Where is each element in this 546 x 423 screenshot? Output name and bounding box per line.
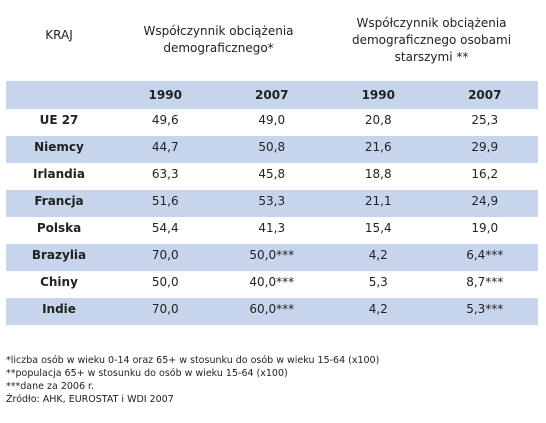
value-cell: 50,0 — [112, 272, 219, 299]
value-cell: 4,2 — [325, 245, 432, 272]
value-cell: 18,8 — [325, 164, 432, 191]
country-cell: Niemcy — [6, 137, 112, 164]
demographic-table: KRAJ Współczynnik obciążenia demograficz… — [6, 0, 539, 326]
value-cell: 19,0 — [431, 218, 539, 245]
years-row-blank — [6, 80, 112, 110]
header-dependency-ratio: Współczynnik obciążenia demograficznego* — [112, 0, 326, 80]
table-row: Brazylia 70,0 50,0*** 4,2 6,4*** — [6, 245, 539, 272]
table-row: Niemcy 44,7 50,8 21,6 29,9 — [6, 137, 539, 164]
value-cell: 21,6 — [325, 137, 432, 164]
year-cell: 2007 — [431, 80, 539, 110]
value-cell: 49,6 — [112, 110, 219, 137]
footnote-dependency: *liczba osób w wieku 0-14 oraz 65+ w sto… — [6, 355, 380, 366]
value-cell: 49,0 — [218, 110, 326, 137]
country-cell: Irlandia — [6, 164, 112, 191]
source-note: Źródło: AHK, EUROSTAT i WDI 2007 — [6, 394, 174, 405]
year-cell: 2007 — [218, 80, 326, 110]
value-cell: 5,3*** — [431, 299, 539, 326]
country-cell: Chiny — [6, 272, 112, 299]
value-cell: 16,2 — [431, 164, 539, 191]
value-cell: 4,2 — [325, 299, 432, 326]
header-country: KRAJ — [6, 0, 112, 80]
value-cell: 50,0*** — [218, 245, 326, 272]
value-cell: 40,0*** — [218, 272, 326, 299]
value-cell: 21,1 — [325, 191, 432, 218]
table-row: Polska 54,4 41,3 15,4 19,0 — [6, 218, 539, 245]
footnotes: *liczba osób w wieku 0-14 oraz 65+ w sto… — [6, 354, 379, 406]
value-cell: 60,0*** — [218, 299, 326, 326]
table-row: Indie 70,0 60,0*** 4,2 5,3*** — [6, 299, 539, 326]
table-row: Francja 51,6 53,3 21,1 24,9 — [6, 191, 539, 218]
year-cell: 1990 — [112, 80, 219, 110]
value-cell: 50,8 — [218, 137, 326, 164]
value-cell: 8,7*** — [431, 272, 539, 299]
table-row: Irlandia 63,3 45,8 18,8 16,2 — [6, 164, 539, 191]
years-row: 1990 2007 1990 2007 — [6, 80, 539, 110]
value-cell: 29,9 — [431, 137, 539, 164]
table-row: UE 27 49,6 49,0 20,8 25,3 — [6, 110, 539, 137]
value-cell: 53,3 — [218, 191, 326, 218]
value-cell: 20,8 — [325, 110, 432, 137]
value-cell: 41,3 — [218, 218, 326, 245]
header-row: KRAJ Współczynnik obciążenia demograficz… — [6, 0, 539, 80]
country-cell: Polska — [6, 218, 112, 245]
value-cell: 24,9 — [431, 191, 539, 218]
value-cell: 15,4 — [325, 218, 432, 245]
value-cell: 45,8 — [218, 164, 326, 191]
country-cell: Indie — [6, 299, 112, 326]
country-cell: Brazylia — [6, 245, 112, 272]
value-cell: 70,0 — [112, 299, 219, 326]
header-old-age-dependency-ratio: Współczynnik obciążenia demograficznego … — [325, 0, 539, 80]
country-cell: UE 27 — [6, 110, 112, 137]
value-cell: 51,6 — [112, 191, 219, 218]
country-cell: Francja — [6, 191, 112, 218]
table-row: Chiny 50,0 40,0*** 5,3 8,7*** — [6, 272, 539, 299]
value-cell: 70,0 — [112, 245, 219, 272]
year-cell: 1990 — [325, 80, 432, 110]
value-cell: 44,7 — [112, 137, 219, 164]
footnote-2006: ***dane za 2006 r. — [6, 381, 95, 392]
value-cell: 6,4*** — [431, 245, 539, 272]
value-cell: 25,3 — [431, 110, 539, 137]
value-cell: 63,3 — [112, 164, 219, 191]
value-cell: 5,3 — [325, 272, 432, 299]
value-cell: 54,4 — [112, 218, 219, 245]
footnote-old-age: **populacja 65+ w stosunku do osób w wie… — [6, 368, 288, 379]
